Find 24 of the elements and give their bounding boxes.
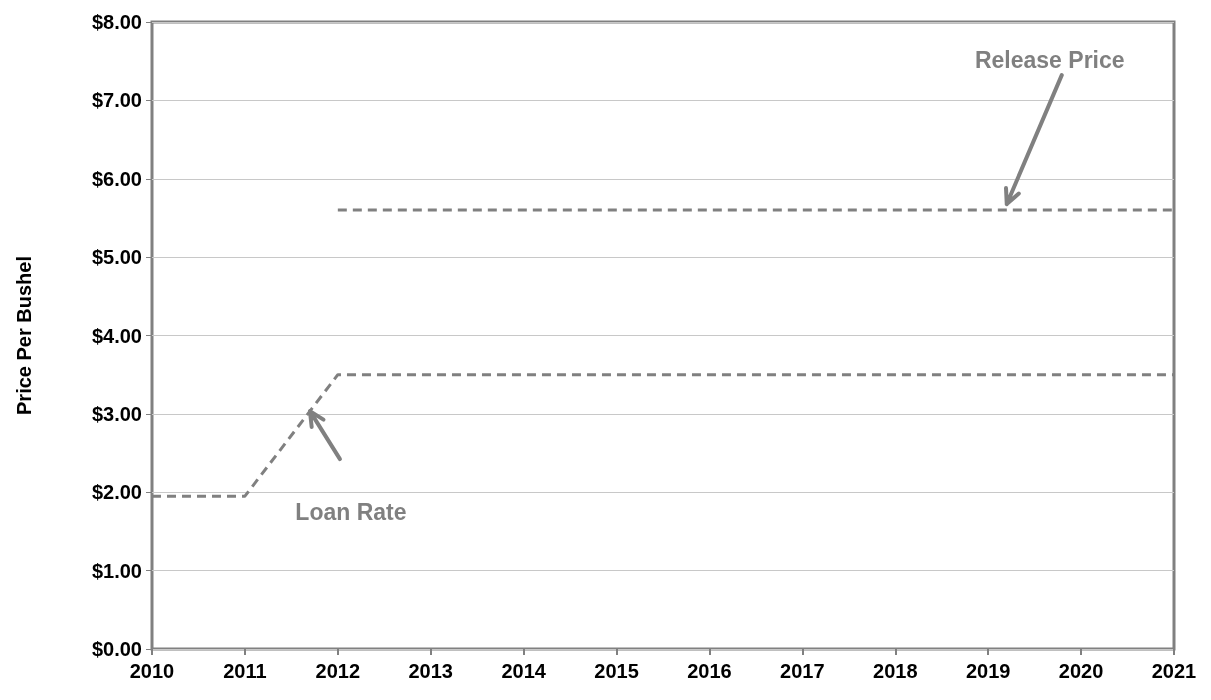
x-tick-label: 2017 (780, 660, 825, 682)
y-tick-label: $0.00 (91, 638, 142, 660)
x-tick-label: 2010 (129, 660, 175, 682)
x-tick-label: 2011 (223, 660, 267, 682)
text: Release Price (974, 47, 1125, 74)
y-tick-label: $3.00 (91, 402, 142, 425)
x-tick-label: 2016 (687, 660, 732, 682)
y-tick-label: $1.00 (91, 559, 142, 582)
y-tick-label: $5.00 (91, 246, 142, 269)
x-tick-label: 2013 (408, 660, 453, 682)
y-tick-label: $4.00 (91, 324, 142, 347)
y-tick-label: $6.00 (91, 167, 142, 190)
x-tick-label: 2014 (501, 660, 547, 682)
x-tick-label: 2012 (315, 660, 361, 682)
y-tick-label: $7.00 (91, 89, 142, 112)
x-tick-label: 2021 (1151, 660, 1197, 682)
x-tick-label: 2015 (594, 660, 639, 682)
series-label: Loan Rate (295, 499, 407, 526)
x-tick-label: 2019 (965, 660, 1011, 682)
x-tick-label: 2018 (873, 660, 918, 682)
y-tick-label: $2.00 (91, 481, 142, 504)
y-tick-label: $8.00 (91, 11, 142, 33)
y-axis-title: Price Per Bushel (13, 256, 35, 415)
x-tick-label: 2020 (1058, 660, 1104, 682)
